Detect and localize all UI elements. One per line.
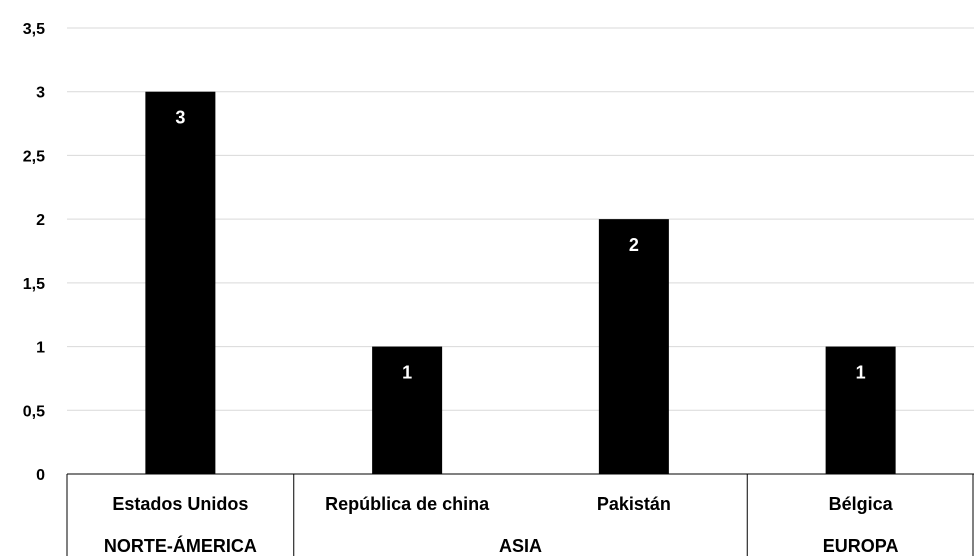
y-tick-label: 2 [36,212,45,229]
bar [598,219,669,474]
y-tick-label: 3,5 [23,21,45,38]
bar [825,346,896,474]
data-label: 1 [402,363,412,383]
y-tick-label: 0,5 [23,403,45,420]
y-tick-label: 2,5 [23,148,45,165]
y-tick-label: 0 [36,467,45,484]
data-labels: 3 1 2 1 [175,108,865,383]
data-label: 3 [175,108,185,128]
y-tick-label: 1,5 [23,276,45,293]
category-axis [66,473,974,556]
data-label: 2 [629,235,639,255]
gridlines [67,27,974,411]
category-label: Bélgica [829,494,894,514]
category-labels: Estados Unidos República de china Pakistán… [112,494,893,514]
bar [145,91,216,474]
y-axis-tick-labels: 0 0,5 1 1,5 2 2,5 3 3,5 [23,21,45,484]
group-labels: NORTE-ÁMERICA ASIA EUROPA [104,535,899,556]
category-label: Pakistán [597,494,671,514]
group-label: NORTE-ÁMERICA [104,535,257,556]
y-tick-label: 3 [36,85,45,102]
data-label: 1 [856,363,866,383]
bars [145,91,896,474]
group-label: EUROPA [823,536,899,556]
group-label: ASIA [499,536,542,556]
bar [372,346,443,474]
category-label: Estados Unidos [112,494,248,514]
y-tick-label: 1 [36,340,45,357]
category-label: República de china [325,494,490,514]
